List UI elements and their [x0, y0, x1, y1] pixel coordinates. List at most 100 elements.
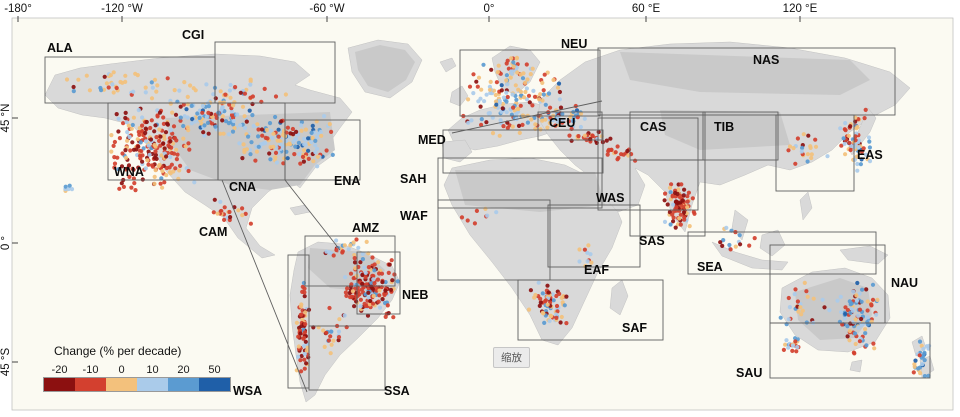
- data-point: [531, 88, 536, 93]
- data-point: [490, 115, 495, 120]
- data-point: [863, 107, 868, 112]
- data-point: [162, 146, 167, 151]
- data-point: [842, 141, 847, 146]
- data-point: [159, 153, 164, 158]
- data-point: [801, 132, 806, 137]
- data-point: [924, 344, 930, 349]
- data-point: [240, 104, 246, 109]
- data-point: [279, 119, 284, 124]
- region-label-MED: MED: [418, 133, 446, 147]
- region-label-WSA: WSA: [233, 384, 262, 398]
- data-point: [529, 117, 534, 122]
- data-point: [616, 155, 621, 161]
- data-point: [271, 144, 276, 149]
- data-point: [839, 309, 844, 315]
- data-point: [912, 364, 917, 369]
- data-point: [115, 155, 120, 160]
- data-point: [232, 100, 237, 105]
- data-point: [290, 126, 295, 132]
- data-point: [582, 247, 588, 252]
- data-point: [838, 294, 843, 299]
- data-point: [118, 79, 123, 85]
- data-point: [670, 212, 675, 217]
- data-point: [543, 298, 549, 303]
- data-point: [395, 279, 400, 284]
- data-point: [188, 83, 193, 88]
- data-point: [870, 297, 876, 302]
- data-point: [681, 193, 686, 198]
- region-box-SEA: [687, 231, 877, 275]
- data-point: [875, 297, 880, 302]
- data-point: [522, 95, 527, 100]
- data-point: [822, 305, 827, 310]
- data-point: [137, 132, 142, 137]
- data-point: [558, 105, 564, 110]
- data-point: [852, 331, 858, 336]
- data-point: [111, 143, 116, 148]
- data-point: [560, 300, 565, 305]
- data-point: [293, 144, 298, 149]
- data-point: [804, 289, 809, 294]
- data-point: [123, 110, 128, 115]
- data-point: [626, 153, 631, 158]
- axis-label-top: 60 °E: [632, 3, 661, 15]
- data-point: [863, 331, 868, 336]
- data-point: [114, 85, 119, 91]
- data-point: [585, 259, 590, 264]
- data-point: [686, 190, 692, 195]
- data-point: [233, 85, 238, 90]
- data-point: [795, 136, 801, 141]
- data-point: [267, 151, 272, 156]
- data-point: [671, 219, 676, 224]
- data-point: [559, 314, 564, 320]
- data-point: [204, 114, 209, 119]
- data-point: [605, 152, 610, 157]
- data-point: [123, 155, 129, 160]
- data-point: [551, 298, 556, 303]
- data-point: [131, 115, 136, 120]
- data-point: [505, 94, 510, 100]
- data-point: [778, 315, 783, 320]
- data-point: [273, 155, 278, 160]
- data-point: [798, 305, 803, 310]
- data-point: [69, 187, 75, 192]
- data-point: [329, 342, 334, 347]
- legend-tick: 0: [118, 364, 125, 376]
- data-point: [302, 286, 307, 291]
- data-point: [540, 291, 545, 296]
- data-point: [504, 110, 509, 115]
- data-point: [500, 106, 505, 111]
- data-point: [288, 131, 293, 136]
- data-point: [243, 211, 248, 216]
- data-point: [175, 152, 180, 157]
- axis-label-top: 120 °E: [783, 3, 818, 15]
- data-point: [787, 144, 793, 149]
- data-point: [555, 85, 561, 90]
- landmass-layer: [44, 39, 935, 403]
- data-point: [553, 123, 558, 128]
- data-point: [471, 91, 476, 96]
- data-point: [347, 290, 352, 296]
- data-point: [499, 88, 504, 93]
- data-point: [150, 163, 155, 168]
- data-point: [349, 282, 354, 287]
- landmass-iceland: [439, 57, 457, 73]
- data-point: [856, 325, 861, 330]
- data-point: [112, 139, 117, 145]
- data-point: [375, 277, 381, 282]
- region-label-WNA: WNA: [114, 165, 144, 179]
- data-point: [835, 298, 840, 303]
- data-point: [263, 135, 268, 140]
- data-point: [376, 299, 381, 304]
- data-point: [546, 91, 552, 96]
- data-point: [859, 157, 864, 162]
- data-point: [302, 330, 308, 335]
- data-point: [554, 303, 560, 309]
- data-point: [193, 119, 198, 124]
- zoom-button[interactable]: 缩放: [493, 347, 530, 368]
- data-point: [352, 256, 357, 261]
- data-point: [168, 101, 173, 106]
- legend-tick: 10: [146, 364, 159, 376]
- data-point: [260, 133, 265, 138]
- data-point: [228, 215, 233, 220]
